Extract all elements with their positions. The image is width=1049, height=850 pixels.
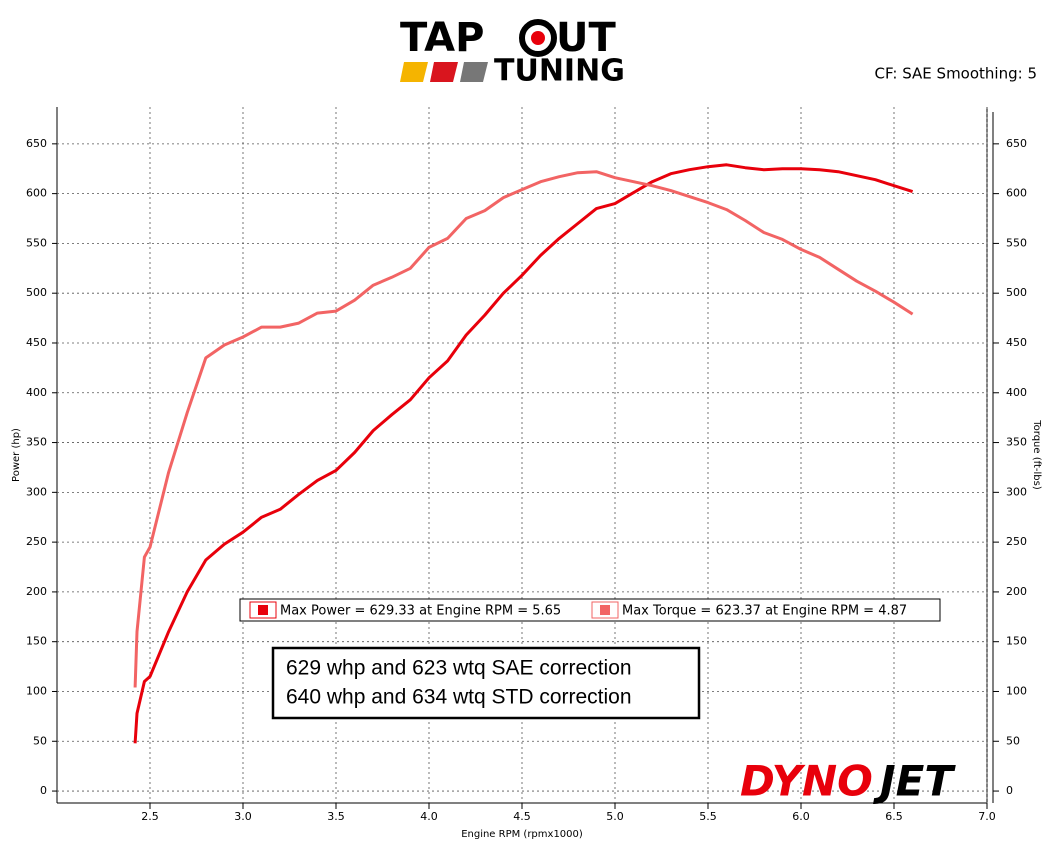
annotation: 640 whp and 634 wtq STD correction (286, 686, 632, 709)
plot-area: 0 50 100 150 200 250 300 350 400 450 500 550 600 650 0… (26, 107, 1027, 823)
y-tick-label: 600 (26, 187, 47, 200)
y2-tick-label: 250 (1006, 535, 1027, 548)
watermark: DYNO (740, 757, 873, 806)
logo-text: UT (556, 15, 616, 61)
legend (239, 598, 941, 622)
y-tick-label: 250 (26, 535, 47, 548)
y2-tick-label: 650 (1006, 137, 1027, 150)
x-tick-label: 2.5 (141, 810, 159, 823)
y-tick-label: 350 (26, 436, 47, 449)
legend-swatch (258, 605, 268, 615)
y2-tick-label: 350 (1006, 436, 1027, 449)
logo-stripe (460, 62, 488, 82)
y2-tick-label: 200 (1006, 585, 1027, 598)
y2-tick-label: 300 (1006, 485, 1027, 498)
x-axis-title: Engine RPM (rpmx1000) (461, 829, 583, 840)
header-note: CF: SAE Smoothing: 5 (874, 65, 1037, 83)
y2-tick-label: 400 (1006, 386, 1027, 399)
legend-label: Max Torque = 623.37 at Engine RPM = 4.87 (622, 604, 907, 619)
y2-tick-label: 600 (1006, 187, 1027, 200)
y-tick-label: 50 (33, 734, 47, 747)
annotation-box (271, 646, 701, 720)
y2-tick-label: 450 (1006, 336, 1027, 349)
x-tick-label: 6.0 (792, 810, 810, 823)
watermark: JET (873, 757, 956, 806)
y2-axis-title: Torque (ft-lbs) (1031, 419, 1042, 490)
series-line (133, 163, 914, 744)
x-tick-label: 3.0 (234, 810, 252, 823)
logo-stripe (400, 62, 428, 82)
annotation: 629 whp and 623 wtq SAE correction (286, 657, 632, 680)
y-tick-label: 500 (26, 286, 47, 299)
x-tick-label: 5.5 (699, 810, 717, 823)
y-tick-label: 400 (26, 386, 47, 399)
x-tick-label: 7.0 (978, 810, 996, 823)
y-tick-label: 300 (26, 485, 47, 498)
logo-turbo-core (531, 31, 545, 45)
series-line (133, 170, 914, 688)
y2-tick-label: 150 (1006, 635, 1027, 648)
y-tick-label: 150 (26, 635, 47, 648)
y-tick-label: 0 (40, 784, 47, 797)
logo-text: TAP (400, 15, 484, 61)
y2-tick-label: 0 (1006, 784, 1013, 797)
x-tick-label: 4.0 (420, 810, 438, 823)
x-tick-label: 5.0 (606, 810, 624, 823)
legend-items: Max Power = 629.33 at Engine RPM = 5.65 M… (249, 601, 907, 619)
x-tick-label: 4.5 (513, 810, 531, 823)
legend-label: Max Power = 629.33 at Engine RPM = 5.65 (280, 604, 561, 619)
y-tick-label: 450 (26, 336, 47, 349)
x-tick-label: 6.5 (885, 810, 903, 823)
legend-swatch (600, 605, 610, 615)
y2-tick-label: 50 (1006, 734, 1020, 747)
y-tick-label: 550 (26, 236, 47, 249)
y-axis-title: Power (hp) (11, 428, 22, 482)
logo-text: TUNING (494, 54, 625, 89)
y-tick-label: 650 (26, 137, 47, 150)
y2-tick-label: 500 (1006, 286, 1027, 299)
y-tick-label: 200 (26, 585, 47, 598)
y2-tick-label: 550 (1006, 236, 1027, 249)
x-tick-label: 3.5 (327, 810, 345, 823)
y-tick-label: 100 (26, 684, 47, 697)
logo-stripe (430, 62, 458, 82)
y2-tick-label: 100 (1006, 684, 1027, 697)
